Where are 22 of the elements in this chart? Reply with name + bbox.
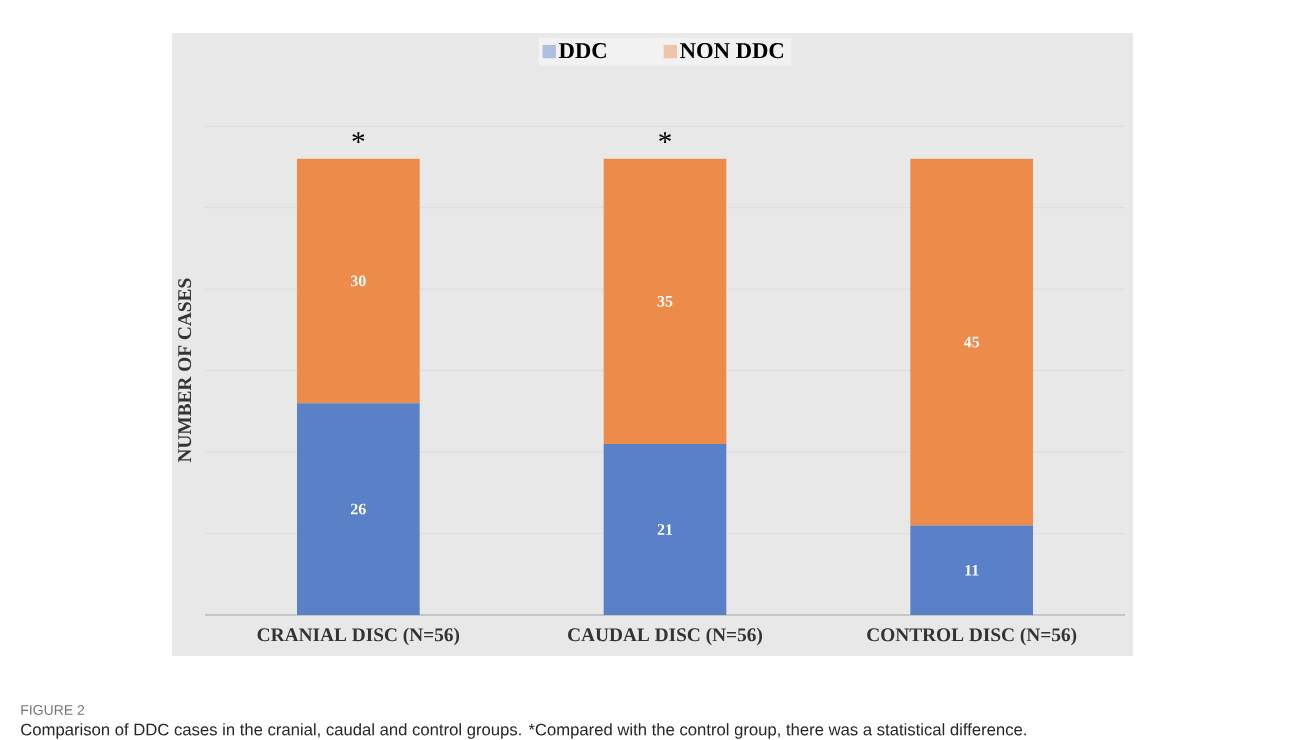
- annotation: *: [352, 132, 365, 143]
- bar: [910, 158, 1033, 526]
- caption: FIGURE 2: [21, 705, 85, 715]
- bar: [603, 158, 727, 444]
- bar: [297, 158, 420, 404]
- data-label: 45: [963, 336, 980, 348]
- bar: [910, 525, 1033, 615]
- y-axis-title: NUMBER OF CASES: [178, 278, 192, 463]
- data-label: 35: [657, 295, 673, 307]
- data-label: 30: [350, 275, 366, 287]
- data-label: 11: [965, 564, 979, 576]
- data-label: 26: [351, 503, 366, 515]
- text: Comparison of DDC cases in the cranial, caudal and control groups. *Compared with the control group, there was a statistical difference.: [21, 723, 1026, 739]
- legend-label: DDC: [558, 43, 606, 59]
- x-tick-label: CAUDAL DISC (N=56): [568, 627, 762, 646]
- legend-label: NON DDC: [680, 43, 784, 59]
- annotation: *: [659, 132, 671, 143]
- bar: [297, 403, 420, 615]
- data-label: 21: [657, 524, 673, 535]
- x-tick-label: CONTROL DISC (N=56): [867, 627, 1077, 646]
- x-tick-label: CRANIAL DISC (N=56): [257, 627, 460, 646]
- bar: [603, 443, 727, 615]
